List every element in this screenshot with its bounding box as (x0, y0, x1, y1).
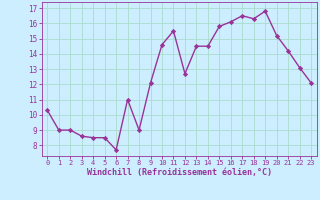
X-axis label: Windchill (Refroidissement éolien,°C): Windchill (Refroidissement éolien,°C) (87, 168, 272, 177)
